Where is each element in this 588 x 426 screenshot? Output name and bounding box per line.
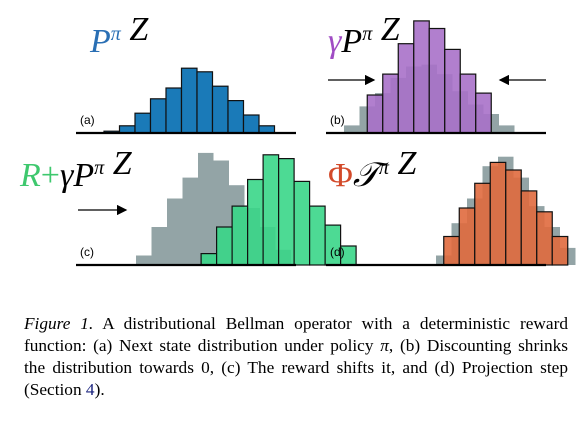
caption-figure-label: Figure 1.	[24, 314, 94, 333]
title-part: P	[72, 157, 94, 194]
histogram-bar	[475, 92, 492, 134]
panel-title: Pπ Z	[89, 11, 149, 60]
gray-bar	[182, 177, 198, 265]
histogram-bar	[551, 235, 569, 266]
gray-bar	[151, 227, 167, 265]
histogram-bar	[227, 99, 245, 134]
caption-seg-2: , (b) Discounting shrinks the distributi…	[24, 336, 569, 399]
panel-title: R+γPπ Z	[19, 145, 133, 194]
histogram-bar	[413, 20, 430, 134]
histogram-bar	[536, 211, 553, 266]
gray-bar	[344, 125, 360, 133]
histogram-bar	[231, 205, 249, 266]
panel-title: γPπ Z	[328, 11, 401, 60]
histogram-bar	[196, 71, 214, 134]
title-part: P	[89, 23, 111, 60]
panel-b: (b) γPπ Z	[326, 11, 546, 135]
caption-seg-1-pi: π	[380, 336, 389, 355]
title-part: Z	[104, 145, 133, 182]
title-part: π	[111, 23, 122, 45]
histogram-bar	[216, 226, 233, 266]
panel-d: (d) Φ𝒯π Z	[326, 145, 576, 267]
caption-seg-4: ).	[94, 380, 105, 399]
histogram-bar	[459, 73, 477, 134]
panel-label: (a)	[80, 113, 95, 127]
histogram-bar	[149, 98, 167, 134]
title-part: +	[41, 157, 60, 194]
histogram-bar	[309, 205, 326, 266]
title-part: π	[94, 157, 105, 179]
histogram-bar	[134, 112, 152, 134]
panel-title: Φ𝒯π Z	[328, 145, 417, 194]
histogram-bar	[247, 178, 264, 266]
histogram-bar	[278, 158, 295, 266]
title-part: γ	[60, 157, 75, 194]
histogram-bar	[211, 85, 229, 134]
panel-a: (a) Pπ Z	[76, 11, 296, 135]
gray-bar	[167, 198, 183, 265]
caption-section-ref[interactable]: 4	[85, 380, 95, 399]
histogram-bar	[165, 87, 183, 134]
gray-bar	[499, 125, 515, 133]
histogram-bar	[428, 27, 446, 134]
histogram-bar	[293, 180, 311, 266]
histogram-bar	[520, 190, 538, 266]
panel-c: (c) R+γPπ Z	[19, 145, 357, 267]
histogram-bar	[242, 114, 260, 134]
histogram-bar	[200, 253, 218, 266]
panel-label: (c)	[80, 245, 94, 259]
histogram-bar	[262, 154, 280, 266]
title-part: π	[362, 23, 373, 45]
histogram-bar	[366, 94, 384, 134]
title-part: Z	[389, 145, 418, 182]
gray-bar	[198, 152, 214, 265]
title-part: P	[340, 23, 362, 60]
title-part: Z	[121, 11, 150, 48]
title-part: R	[19, 157, 41, 194]
caption-seg-0: A distributional Bellman operator with a…	[24, 314, 568, 355]
histogram-bar	[458, 207, 476, 266]
title-part: γ	[328, 23, 343, 60]
panel-label: (d)	[330, 245, 345, 259]
gray-bar	[136, 255, 152, 265]
histogram-bar	[180, 67, 198, 134]
title-part: Z	[372, 11, 401, 48]
histogram-bar	[505, 169, 522, 266]
panel-label: (b)	[330, 113, 345, 127]
histogram-bar	[397, 43, 415, 134]
histogram-bar	[489, 161, 507, 266]
histogram-bar	[474, 182, 491, 266]
title-part: Φ	[328, 157, 353, 194]
histogram-bar	[444, 48, 461, 134]
histogram-bar	[443, 235, 460, 266]
histogram-bar	[382, 73, 399, 134]
title-part: π	[379, 157, 390, 179]
bellman-operator-figure: (a)Pπ Z(b)γPπ Z(c)R+γPπ Z(d)Φ𝒯π Z	[19, 11, 576, 267]
figure-caption: Figure 1. A distributional Bellman opera…	[24, 313, 568, 401]
